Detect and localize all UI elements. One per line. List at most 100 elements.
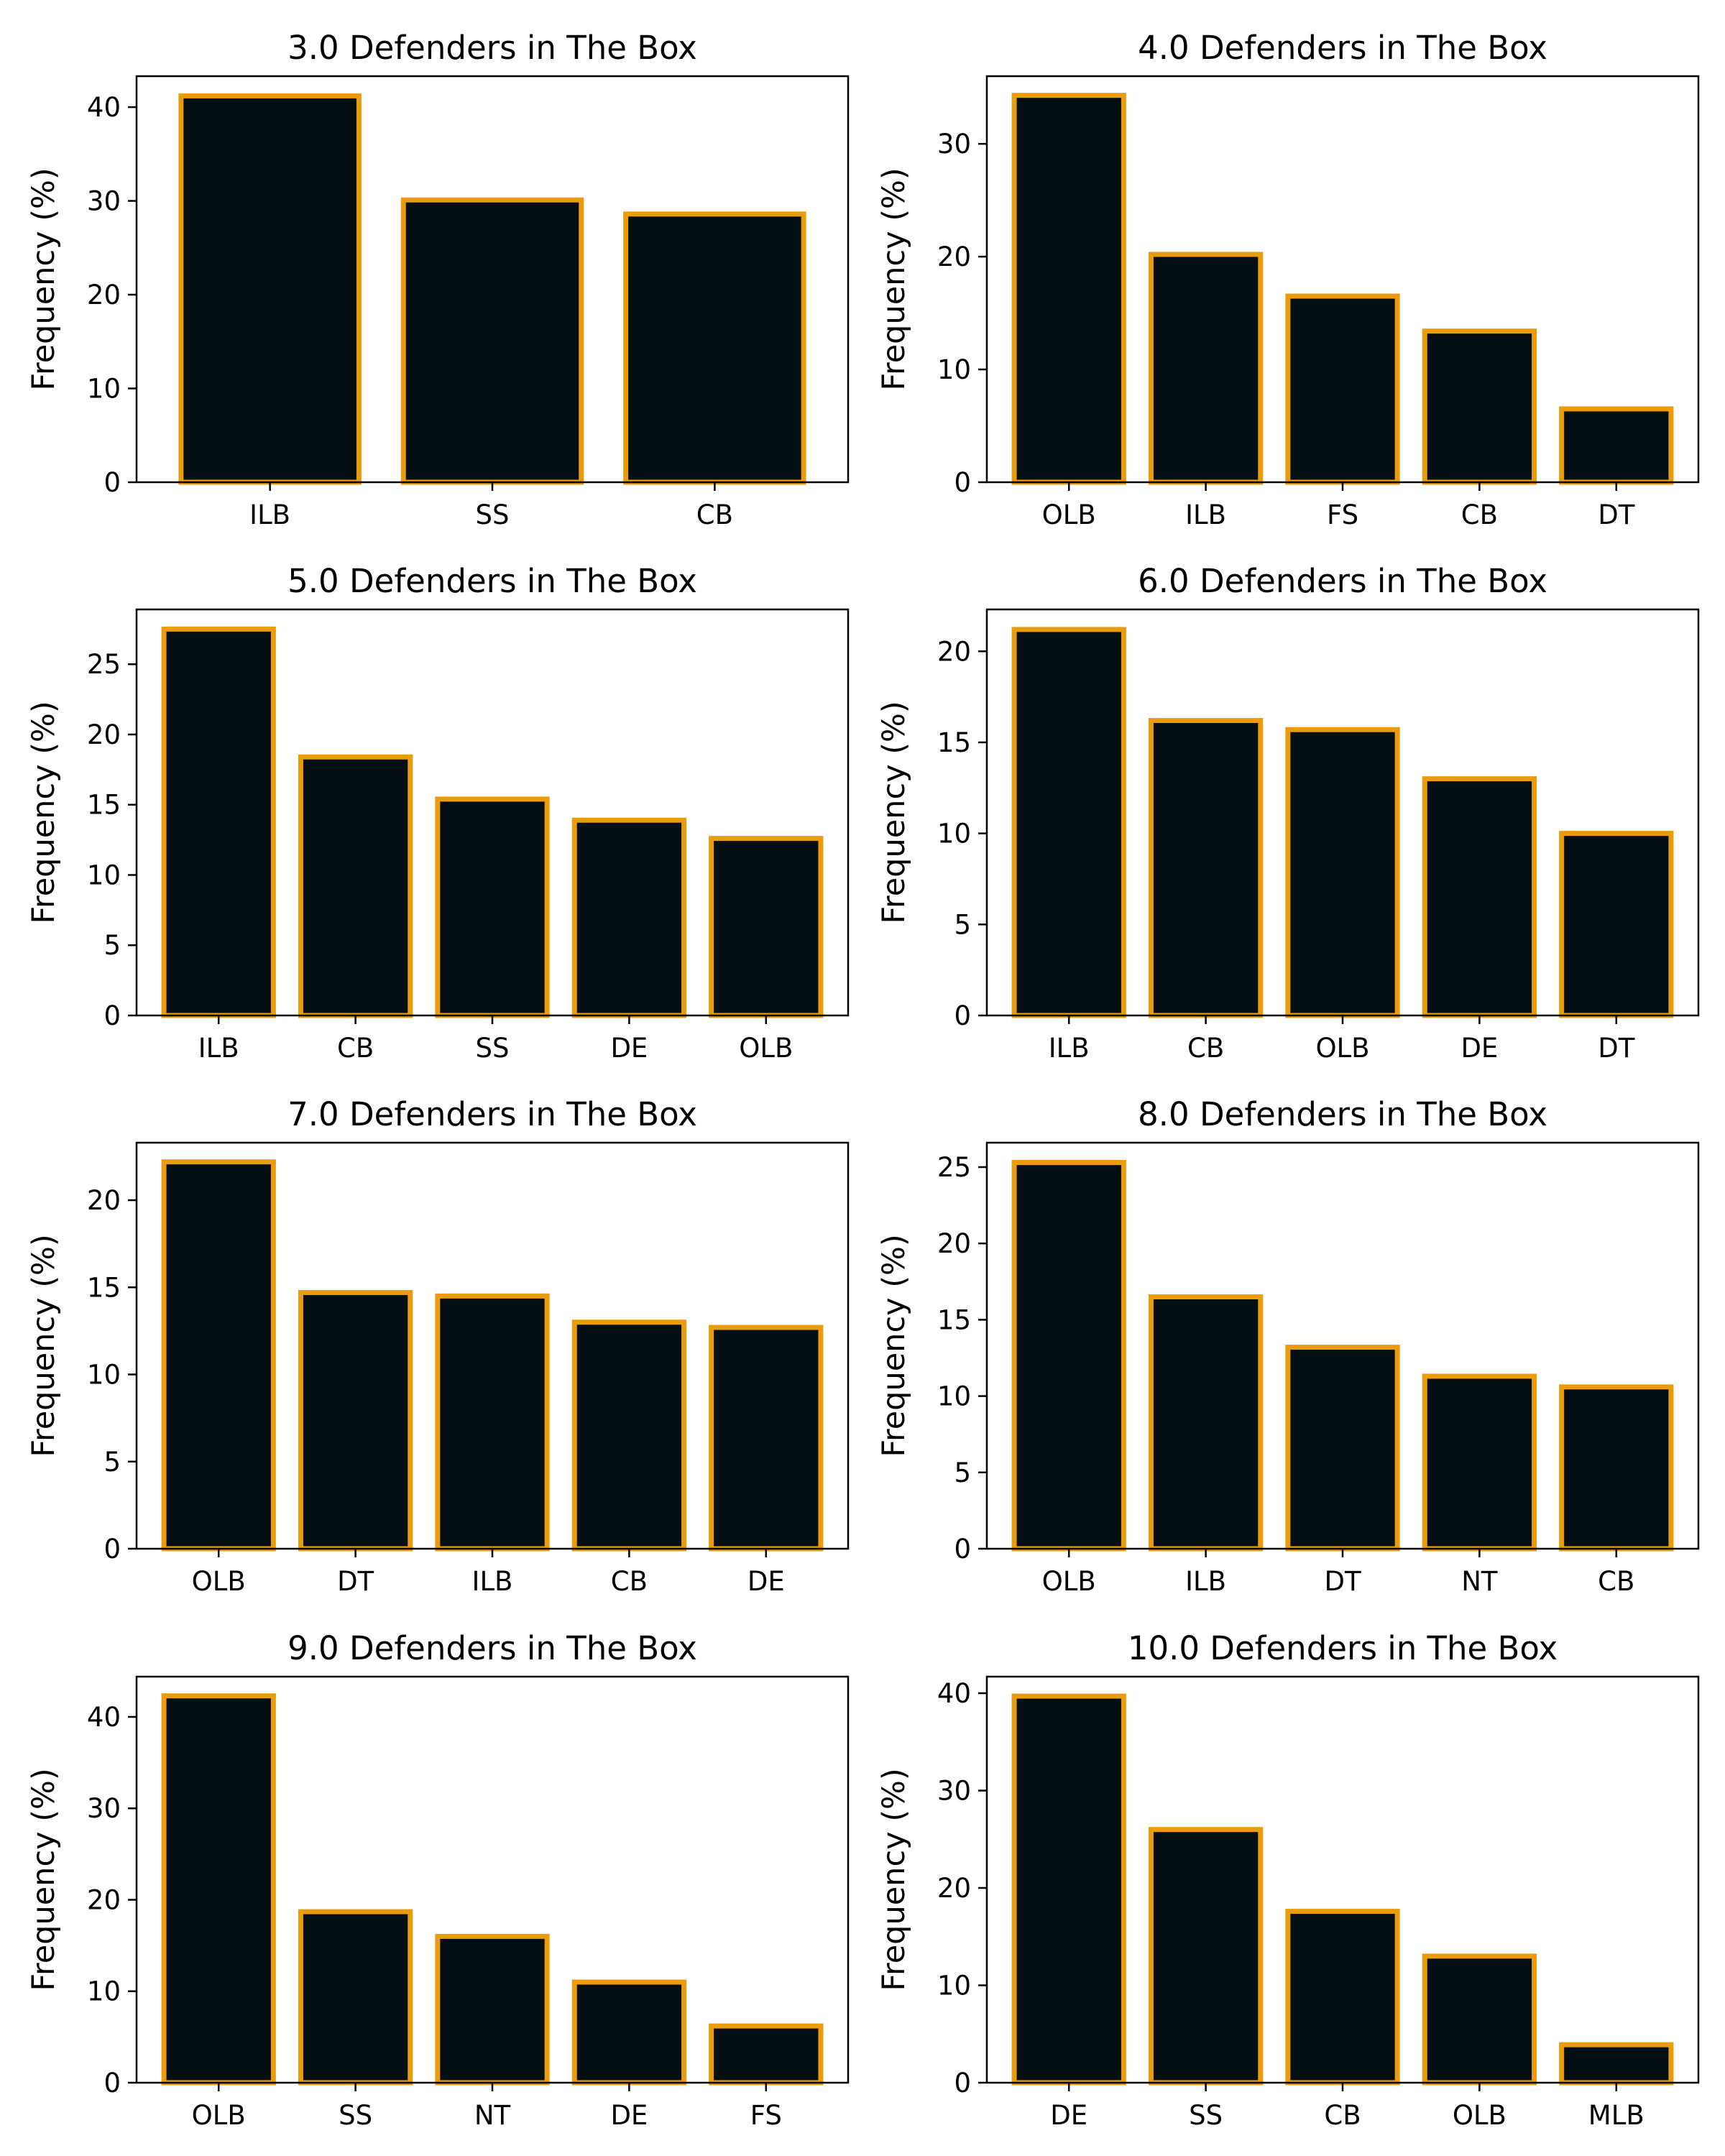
y-tick-label: 0 [104, 1000, 121, 1031]
x-tick-label: FS [750, 2100, 782, 2131]
x-tick-label: NT [474, 2100, 511, 2131]
y-axis-label: Frequency (%) [876, 701, 912, 923]
chart-panel-8: 10.0 Defenders in The Box 0 10 20 30 40 DE SS CB… [876, 1629, 1700, 2131]
chart-panel-1: 3.0 Defenders in The Box 0 10 20 30 40 ILB SS CB… [26, 29, 850, 530]
y-tick-label: 0 [954, 2068, 971, 2099]
y-tick-label: 40 [937, 1678, 971, 1709]
x-tick-label: DE [610, 1033, 648, 1064]
chart-title: 4.0 Defenders in The Box [1138, 29, 1547, 67]
bar-ss [1148, 1827, 1264, 2086]
chart-title: 8.0 Defenders in The Box [1138, 1095, 1547, 1133]
x-tick-label: DE [1460, 1033, 1498, 1064]
y-tick-label: 10 [937, 1381, 971, 1412]
bar-de [571, 1979, 687, 2086]
x-tick-label: SS [1189, 2100, 1223, 2131]
bar-de [571, 817, 687, 1018]
x-tick-label: SS [476, 499, 510, 530]
y-tick-label: 20 [937, 1873, 971, 1904]
chart-panel-4: 6.0 Defenders in The Box 0 5 10 15 20 ILB CB OLB… [876, 562, 1700, 1064]
x-tick-label: NT [1461, 1566, 1498, 1597]
x-tick-label: DE [748, 1566, 785, 1597]
y-axis-label: Frequency (%) [876, 1768, 912, 1991]
y-tick-label: 0 [104, 2068, 121, 2099]
bar-ilb [1011, 627, 1126, 1018]
y-tick-label: 0 [954, 1000, 971, 1031]
bar-dt [1559, 406, 1674, 485]
x-tick-label: ILB [1049, 1033, 1090, 1064]
chart-title: 6.0 Defenders in The Box [1138, 562, 1547, 600]
y-tick-label: 30 [87, 1793, 121, 1824]
bar-cb [1285, 1909, 1400, 2086]
y-tick-label: 10 [937, 354, 971, 385]
x-tick-label: ILB [198, 1033, 239, 1064]
bar-ilb [435, 1293, 550, 1552]
y-tick-label: 15 [937, 727, 971, 758]
chart-panel-2: 4.0 Defenders in The Box 0 10 20 30 OLB ILB FS C… [876, 29, 1700, 530]
y-tick-label: 25 [87, 649, 121, 680]
x-tick-label: OLB [1042, 499, 1096, 530]
bar-cb [1422, 328, 1537, 485]
y-tick-label: 10 [937, 1971, 971, 2001]
x-tick-label: DT [1598, 1033, 1634, 1064]
x-tick-label: OLB [192, 2100, 246, 2131]
x-tick-label: CB [696, 499, 733, 530]
x-tick-label: DT [337, 1566, 374, 1597]
x-tick-label: CB [1461, 499, 1498, 530]
y-tick-label: 5 [104, 1447, 121, 1478]
bar-dt [1285, 1345, 1400, 1552]
bar-olb [1011, 93, 1126, 485]
bar-ilb [1148, 1294, 1264, 1552]
bar-olb [161, 1159, 276, 1552]
x-tick-label: DE [610, 2100, 648, 2131]
bar-cb [571, 1319, 687, 1552]
y-axis-label: Frequency (%) [26, 167, 62, 390]
x-tick-label: CB [1324, 2100, 1361, 2131]
bar-ilb [161, 626, 276, 1018]
bar-mlb [1559, 2042, 1674, 2086]
chart-title: 3.0 Defenders in The Box [288, 29, 697, 67]
x-tick-label: OLB [192, 1566, 246, 1597]
bar-olb [1285, 727, 1400, 1018]
bar-dt [298, 1290, 413, 1552]
y-tick-label: 25 [937, 1152, 971, 1183]
y-tick-label: 0 [104, 467, 121, 498]
chart-title: 9.0 Defenders in The Box [288, 1629, 697, 1667]
x-tick-label: ILB [472, 1566, 513, 1597]
y-axis-label: Frequency (%) [26, 701, 62, 923]
chart-panel-6: 8.0 Defenders in The Box 0 5 10 15 20 25 OLB ILB… [876, 1095, 1700, 1597]
x-tick-label: FS [1327, 499, 1358, 530]
bar-ilb [178, 93, 362, 485]
x-tick-label: ILB [1185, 499, 1226, 530]
bar-olb [1011, 1160, 1126, 1552]
y-tick-label: 40 [87, 92, 121, 123]
x-tick-label: CB [1187, 1033, 1224, 1064]
x-tick-label: ILB [249, 499, 290, 530]
y-tick-label: 10 [937, 819, 971, 849]
y-axis-label: Frequency (%) [26, 1768, 62, 1991]
x-tick-label: SS [476, 1033, 510, 1064]
y-tick-label: 20 [87, 1884, 121, 1915]
x-tick-label: DT [1598, 499, 1634, 530]
bar-nt [1422, 1373, 1537, 1552]
y-tick-label: 15 [87, 790, 121, 821]
x-tick-label: DT [1324, 1566, 1361, 1597]
y-tick-label: 10 [87, 860, 121, 890]
bar-ss [298, 1909, 413, 2086]
y-tick-label: 30 [937, 1776, 971, 1807]
chart-title: 7.0 Defenders in The Box [288, 1095, 697, 1133]
chart-panel-5: 7.0 Defenders in The Box 0 5 10 15 20 OLB DT ILB… [26, 1095, 850, 1597]
bar-dt [1559, 831, 1674, 1018]
y-tick-label: 20 [937, 636, 971, 667]
y-tick-label: 10 [87, 1360, 121, 1391]
x-tick-label: ILB [1185, 1566, 1226, 1597]
y-axis-label: Frequency (%) [26, 1234, 62, 1457]
bar-cb [623, 211, 806, 485]
x-tick-label: DE [1050, 2100, 1087, 2131]
bar-de [709, 1325, 824, 1552]
bar-cb [1559, 1384, 1674, 1552]
y-tick-label: 0 [954, 467, 971, 498]
bar-de [1011, 1693, 1126, 2086]
y-tick-label: 20 [87, 280, 121, 310]
x-tick-label: OLB [739, 1033, 793, 1064]
y-tick-label: 15 [937, 1304, 971, 1335]
